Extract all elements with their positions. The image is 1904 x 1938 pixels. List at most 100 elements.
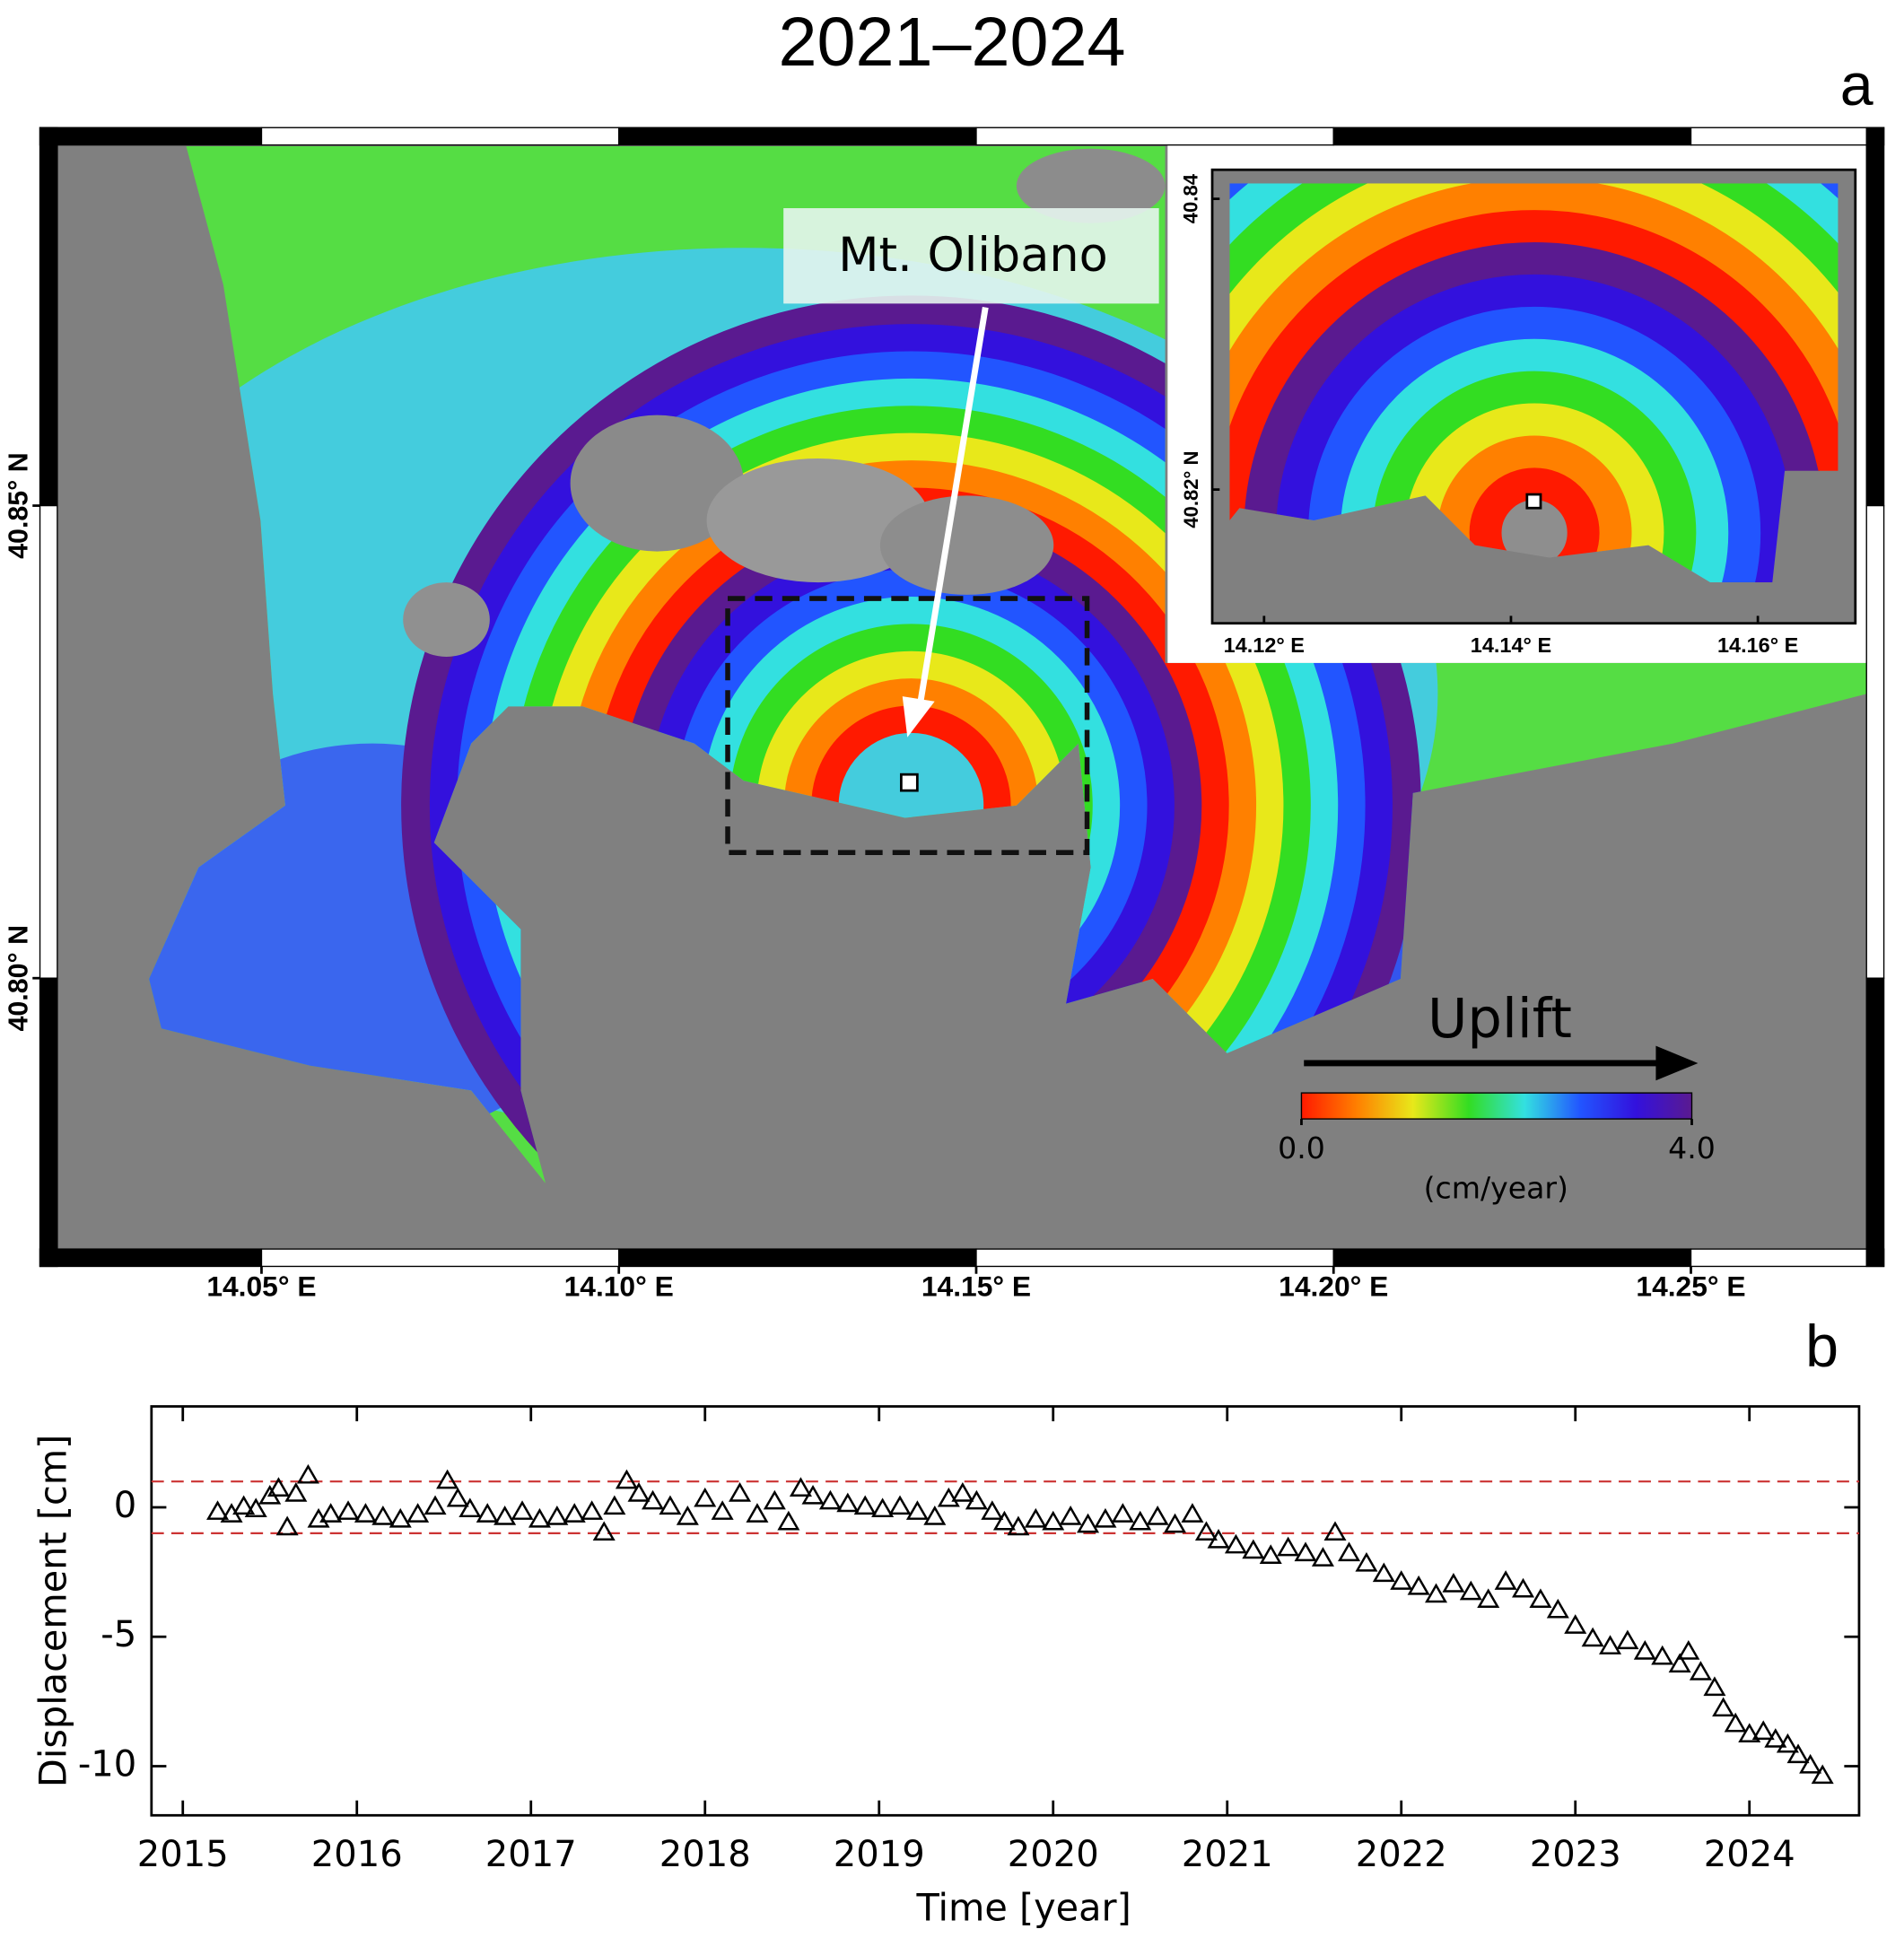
frame-segment [39,1248,263,1268]
data-point [1059,1506,1082,1525]
data-point [905,1500,929,1520]
frame-segment [618,1248,977,1268]
data-point [1194,1521,1218,1541]
data-point [1407,1575,1430,1595]
x-tick-label: 14.15° E [921,1270,1031,1303]
y-tick-label: -10 [78,1743,136,1785]
data-point [1599,1635,1622,1654]
x-tick-label: 2023 [1530,1834,1621,1875]
data-point [266,1477,290,1497]
data-point [1616,1629,1639,1650]
data-point [676,1506,699,1525]
data-point [1633,1640,1656,1660]
y-tick-label: 0 [114,1485,136,1526]
data-point [354,1503,377,1523]
data-point [1442,1573,1465,1593]
data-point [1776,1733,1799,1753]
data-point [1390,1570,1413,1590]
data-point [1372,1562,1395,1583]
data-point [1294,1541,1317,1562]
x-tick-label: 2017 [485,1834,577,1875]
frame-segment [39,504,58,979]
data-point [1323,1521,1347,1541]
data-point [446,1487,469,1507]
data-point [1338,1541,1361,1562]
data-point [729,1482,752,1502]
data-point [1651,1645,1674,1665]
data-point [511,1500,534,1520]
data-point [1751,1720,1775,1741]
data-point [1724,1712,1747,1733]
data-point [871,1497,895,1518]
frame-segment [260,1248,620,1268]
data-point [1024,1507,1047,1528]
y-tick-label: 40.85° N [3,452,33,559]
data-point [1077,1513,1100,1533]
data-point [659,1495,682,1515]
fringe [1229,183,1838,583]
x-tick-label: 2019 [834,1834,925,1875]
frame-segment [39,977,58,1268]
data-point [563,1503,586,1523]
x-tick-label: 2022 [1356,1834,1447,1875]
data-point [1786,1743,1810,1764]
uplift-arrowhead [1655,1045,1699,1081]
data-point [581,1500,604,1520]
data-point [1259,1544,1282,1564]
data-point [1677,1640,1700,1660]
fringe [1468,466,1601,583]
data-point [1668,1653,1691,1673]
data-point [528,1507,551,1528]
frame-segment [975,127,1334,146]
data-point [1564,1614,1587,1634]
data-point [1811,1764,1834,1785]
data-point [603,1495,626,1515]
data-point [275,1515,299,1536]
data-point [1477,1588,1500,1609]
data-point [1738,1723,1761,1742]
data-point [627,1482,651,1502]
data-point [389,1507,412,1528]
data-point [1581,1627,1604,1647]
title: 2021–2024 [778,4,1125,81]
frame-segment [1332,1248,1692,1268]
annotation: Mt. Olibano [838,228,1107,283]
data-point [981,1500,1004,1520]
data-point [1207,1528,1230,1549]
fringe [401,295,1421,1183]
data-point [965,1489,988,1510]
data-point [992,1510,1016,1531]
x-tick-label: 2015 [137,1834,229,1875]
data-point [1712,1697,1735,1717]
data-point [1111,1503,1134,1523]
y-tick-label: 40.80° N [3,925,33,1032]
data-point [777,1510,800,1531]
data-point [1799,1753,1822,1774]
data-point [818,1489,842,1510]
frame-segment [1690,127,1885,146]
annotation-arrow [916,306,989,707]
data-point [888,1495,912,1515]
data-point [476,1503,499,1523]
inset-x-tick-label: 14.16° E [1717,633,1798,657]
data-point [319,1503,343,1523]
colorbar-unit: (cm/year) [1424,1170,1568,1205]
data-point [232,1495,256,1515]
data-point [836,1492,860,1513]
data-point [1242,1539,1265,1559]
data-point [1277,1536,1300,1557]
x-tick-label: 14.10° E [564,1270,674,1303]
frame-segment [260,127,620,146]
y-axis-label: Displacement [cm] [31,1435,74,1787]
x-axis-label: Time [year] [915,1887,1131,1930]
data-point [801,1484,825,1505]
data-point [307,1507,330,1528]
data-point [436,1469,459,1489]
frame-segment [1865,504,1885,979]
data-point [951,1482,974,1502]
data-point [1181,1503,1204,1523]
data-point [853,1495,877,1515]
data-point [424,1495,447,1515]
data-point [459,1497,482,1518]
